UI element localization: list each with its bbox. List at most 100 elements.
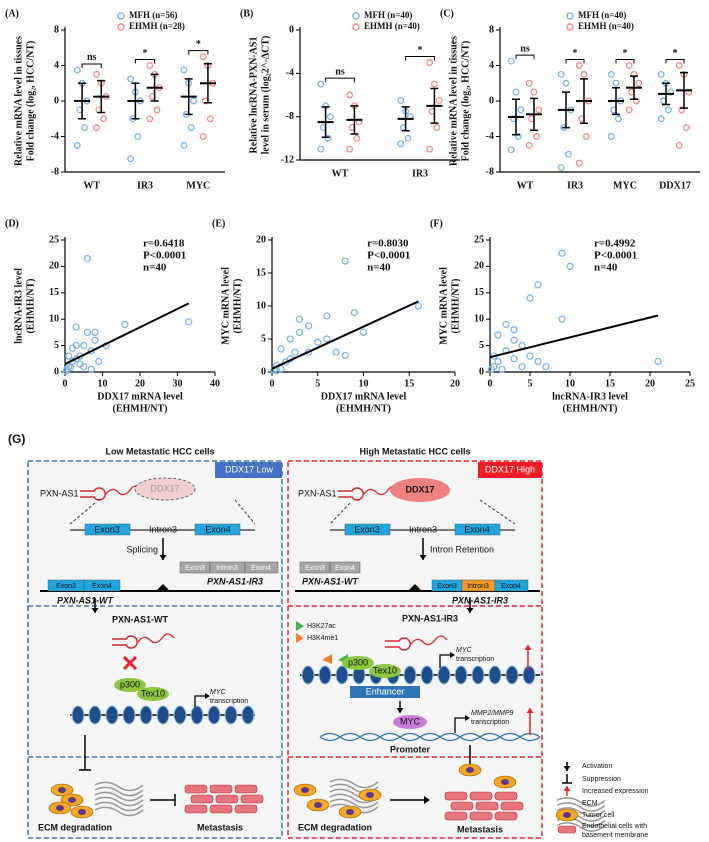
- data-point: [180, 141, 188, 149]
- annotation: r=0.6418: [143, 238, 185, 250]
- flag-h3k4me1: [296, 633, 304, 643]
- data-point: [526, 352, 534, 360]
- diagram-label: Intron3: [409, 524, 437, 534]
- arrow-head: [563, 786, 571, 791]
- data-point: [607, 133, 615, 140]
- data-point: [95, 357, 103, 366]
- diagram-label: Exon3: [305, 565, 325, 572]
- data-point: [187, 124, 195, 132]
- diagram-label: Exon4: [335, 565, 355, 572]
- data-point: [614, 115, 622, 123]
- data-point: [190, 97, 197, 105]
- data-point: [654, 357, 662, 366]
- y-tick-label: 10: [256, 300, 266, 311]
- x-tick-label: 5: [315, 378, 320, 389]
- splice-site: [156, 584, 170, 591]
- ecm-fiber: [94, 801, 144, 812]
- x-tick-label: 0: [270, 378, 275, 389]
- diagram-label: PXN-AS1-IR3: [402, 613, 458, 623]
- diagram-label: Promoter: [390, 744, 431, 754]
- data-point: [675, 141, 683, 149]
- endothelial-cell: [444, 811, 468, 821]
- tag-box: [215, 462, 282, 478]
- legend-label: EHMH (n=40): [578, 21, 634, 31]
- diagram-label: MYC: [456, 647, 473, 654]
- data-point: [632, 97, 640, 105]
- data-point: [91, 328, 99, 337]
- endothelial-cell: [234, 784, 258, 794]
- data-point: [526, 294, 534, 302]
- diagram-label: Endothelial cells with: [582, 823, 647, 830]
- panel-box: [27, 460, 283, 839]
- data-point: [564, 150, 572, 158]
- x-tick-label: 40: [210, 378, 220, 389]
- data-point: [206, 115, 214, 123]
- y-tick-label: 8: [489, 24, 494, 35]
- data-point: [414, 302, 423, 310]
- nucleosome: [505, 665, 519, 685]
- ecm-fiber: [556, 802, 606, 812]
- diagram-label: Exon4: [205, 524, 231, 534]
- y-tick-label: 10: [49, 313, 59, 324]
- data-point: [435, 96, 443, 104]
- bent-arrow: [194, 695, 207, 707]
- significance-label: ns: [87, 52, 97, 63]
- y-tick-label: -4: [286, 68, 294, 79]
- x-tick-label: 0: [63, 378, 68, 389]
- data-point: [607, 70, 615, 78]
- y-axis-label: MYC mRNA level: [220, 267, 231, 345]
- arrow-head: [450, 652, 455, 658]
- data-point: [494, 357, 502, 366]
- diagram-label: DDX17: [405, 484, 434, 494]
- x-tick-label: 20: [450, 378, 460, 389]
- data-point: [332, 348, 340, 356]
- data-point: [199, 133, 207, 140]
- data-point: [682, 124, 690, 132]
- nucleosome: [488, 665, 502, 685]
- data-point: [657, 70, 665, 78]
- nucleosome: [88, 705, 102, 725]
- y-tick-label: -4: [486, 131, 494, 142]
- annotation: r=0.8030: [367, 238, 409, 250]
- data-point: [430, 80, 438, 88]
- significance-label: *: [623, 48, 628, 59]
- data-point: [557, 164, 565, 172]
- nucleosome: [71, 705, 85, 725]
- data-point: [558, 249, 566, 257]
- rna-hairpin: [80, 487, 106, 501]
- diagram-label: basement membrane: [582, 832, 648, 839]
- nucleosome: [241, 705, 255, 725]
- data-point: [518, 363, 526, 371]
- x-tick-label: 25: [685, 378, 695, 389]
- data-point: [72, 323, 80, 331]
- data-point: [66, 364, 75, 372]
- data-point: [93, 70, 100, 78]
- x-tick-label: WT: [332, 168, 349, 179]
- nucleosome: [471, 665, 485, 685]
- diagram-label: MMP2/MMP9: [471, 710, 514, 717]
- data-point: [502, 320, 510, 329]
- nucleus: [563, 812, 571, 818]
- annotation: P<0.0001: [594, 250, 637, 262]
- diagram-label: Tumor cell: [582, 812, 615, 819]
- data-point: [134, 133, 142, 140]
- nucleus: [346, 809, 354, 815]
- significance-label: ns: [520, 43, 530, 54]
- endothelial-cell: [450, 801, 474, 811]
- diagram-label: Tex10: [373, 665, 397, 675]
- endothelial-cell: [494, 791, 518, 801]
- x-tick-label: 10: [98, 378, 108, 389]
- data-point: [510, 355, 518, 363]
- data-point: [323, 335, 331, 343]
- data-point: [612, 79, 620, 87]
- diagram-label: transcription: [456, 656, 494, 663]
- y-tick-label: 25: [49, 234, 59, 245]
- ecm-fiber: [94, 786, 144, 797]
- data-point: [558, 315, 566, 323]
- splice-site: [408, 584, 422, 591]
- nucleosome: [122, 705, 136, 725]
- x-axis-label: (EHMH/NT): [113, 403, 168, 414]
- x-tick-label: 10: [565, 378, 575, 389]
- y-tick-label: -8: [286, 111, 294, 122]
- rna-hairpin: [385, 637, 411, 651]
